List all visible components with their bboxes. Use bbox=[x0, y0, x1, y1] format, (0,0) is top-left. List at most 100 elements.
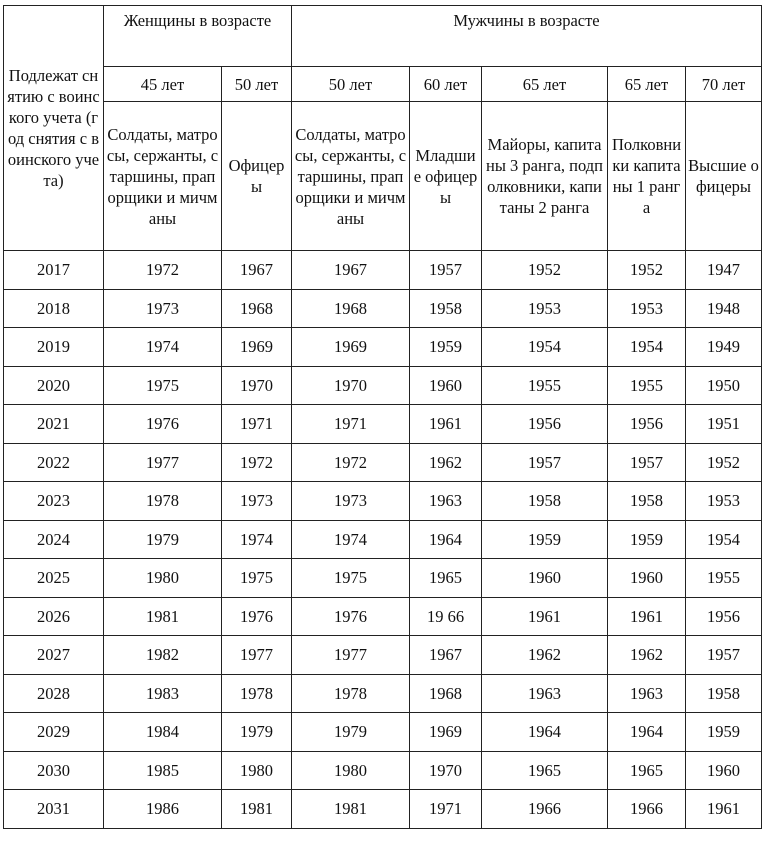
birth-year-cell: 1969 bbox=[221, 327, 292, 367]
year-cell: 2031 bbox=[3, 789, 104, 829]
year-cell: 2022 bbox=[3, 442, 104, 482]
birth-year-cell: 1963 bbox=[409, 481, 482, 521]
category-header: Полковники капитаны 1 ранга bbox=[607, 101, 686, 251]
table-row: 2022 1977 1972 1972 1962 1957 1957 1952 bbox=[3, 442, 762, 482]
birth-year-cell: 1959 bbox=[481, 519, 608, 559]
men-group-header: Мужчины в возрасте bbox=[291, 5, 762, 67]
birth-year-cell: 1958 bbox=[685, 673, 762, 713]
year-cell: 2019 bbox=[3, 327, 104, 367]
birth-year-cell: 1955 bbox=[481, 365, 608, 405]
birth-year-cell: 1964 bbox=[481, 712, 608, 752]
birth-year-cell: 1961 bbox=[481, 596, 608, 636]
birth-year-cell: 1958 bbox=[481, 481, 608, 521]
birth-year-cell: 1959 bbox=[607, 519, 686, 559]
birth-year-cell: 1975 bbox=[221, 558, 292, 598]
birth-year-cell: 1974 bbox=[221, 519, 292, 559]
birth-year-cell: 1958 bbox=[607, 481, 686, 521]
table-row: 2031 1986 1981 1981 1971 1966 1966 1961 bbox=[3, 789, 762, 829]
birth-year-cell: 1954 bbox=[685, 519, 762, 559]
birth-year-cell: 1972 bbox=[103, 250, 222, 290]
birth-year-cell: 1960 bbox=[481, 558, 608, 598]
category-header: Офицеры bbox=[221, 101, 292, 251]
birth-year-cell: 1959 bbox=[685, 712, 762, 752]
birth-year-cell: 1975 bbox=[291, 558, 410, 598]
birth-year-cell: 1980 bbox=[103, 558, 222, 598]
birth-year-cell: 1976 bbox=[291, 596, 410, 636]
birth-year-cell: 1979 bbox=[221, 712, 292, 752]
birth-year-cell: 1965 bbox=[409, 558, 482, 598]
birth-year-cell: 1963 bbox=[481, 673, 608, 713]
birth-year-cell: 1970 bbox=[291, 365, 410, 405]
birth-year-cell: 1971 bbox=[291, 404, 410, 444]
birth-year-cell: 1949 bbox=[685, 327, 762, 367]
birth-year-cell: 1948 bbox=[685, 288, 762, 328]
year-cell: 2020 bbox=[3, 365, 104, 405]
birth-year-cell: 1962 bbox=[607, 635, 686, 675]
age-header: 65 лет bbox=[607, 66, 686, 102]
birth-year-cell: 1966 bbox=[607, 789, 686, 829]
table-row: 2026 1981 1976 1976 19 66 1961 1961 1956 bbox=[3, 596, 762, 636]
birth-year-cell: 1960 bbox=[685, 750, 762, 790]
birth-year-cell: 1967 bbox=[291, 250, 410, 290]
table-header: Подлежат снятию с воинского учета (год с… bbox=[3, 5, 762, 251]
age-header: 50 лет bbox=[221, 66, 292, 102]
birth-year-cell: 1955 bbox=[685, 558, 762, 598]
birth-year-cell: 1986 bbox=[103, 789, 222, 829]
birth-year-cell: 1967 bbox=[221, 250, 292, 290]
birth-year-cell: 1973 bbox=[221, 481, 292, 521]
year-cell: 2021 bbox=[3, 404, 104, 444]
birth-year-cell: 1950 bbox=[685, 365, 762, 405]
birth-year-cell: 1962 bbox=[481, 635, 608, 675]
year-cell: 2025 bbox=[3, 558, 104, 598]
birth-year-cell: 1979 bbox=[291, 712, 410, 752]
birth-year-cell: 1984 bbox=[103, 712, 222, 752]
birth-year-cell: 1970 bbox=[221, 365, 292, 405]
birth-year-cell: 1961 bbox=[685, 789, 762, 829]
birth-year-cell: 1954 bbox=[607, 327, 686, 367]
table-row: 2025 1980 1975 1975 1965 1960 1960 1955 bbox=[3, 558, 762, 598]
birth-year-cell: 1978 bbox=[103, 481, 222, 521]
birth-year-cell: 1951 bbox=[685, 404, 762, 444]
table-row: 2021 1976 1971 1971 1961 1956 1956 1951 bbox=[3, 404, 762, 444]
birth-year-cell: 1976 bbox=[221, 596, 292, 636]
deregistration-table: Подлежат снятию с воинского учета (год с… bbox=[3, 5, 762, 829]
birth-year-cell: 1969 bbox=[291, 327, 410, 367]
header-row-categories: Солдаты, матросы, сержанты, старшины, пр… bbox=[4, 101, 762, 251]
birth-year-cell: 1982 bbox=[103, 635, 222, 675]
year-cell: 2023 bbox=[3, 481, 104, 521]
birth-year-cell: 19 66 bbox=[409, 596, 482, 636]
year-cell: 2029 bbox=[3, 712, 104, 752]
category-header: Солдаты, матросы, сержанты, старшины, пр… bbox=[103, 101, 222, 251]
table-row: 2030 1985 1980 1980 1970 1965 1965 1960 bbox=[3, 750, 762, 790]
birth-year-cell: 1980 bbox=[291, 750, 410, 790]
table-row: 2023 1978 1973 1973 1963 1958 1958 1953 bbox=[3, 481, 762, 521]
birth-year-cell: 1971 bbox=[221, 404, 292, 444]
table-row: 2028 1983 1978 1978 1968 1963 1963 1958 bbox=[3, 673, 762, 713]
year-cell: 2028 bbox=[3, 673, 104, 713]
birth-year-cell: 1958 bbox=[409, 288, 482, 328]
birth-year-cell: 1956 bbox=[607, 404, 686, 444]
birth-year-cell: 1955 bbox=[607, 365, 686, 405]
header-row-ages: 45 лет 50 лет 50 лет 60 лет 65 лет 65 ле… bbox=[4, 66, 762, 102]
birth-year-cell: 1965 bbox=[607, 750, 686, 790]
birth-year-cell: 1957 bbox=[607, 442, 686, 482]
birth-year-cell: 1953 bbox=[481, 288, 608, 328]
age-header: 50 лет bbox=[291, 66, 410, 102]
birth-year-cell: 1973 bbox=[103, 288, 222, 328]
birth-year-cell: 1966 bbox=[481, 789, 608, 829]
birth-year-cell: 1960 bbox=[409, 365, 482, 405]
birth-year-cell: 1981 bbox=[103, 596, 222, 636]
birth-year-cell: 1968 bbox=[409, 673, 482, 713]
birth-year-cell: 1957 bbox=[685, 635, 762, 675]
category-header: Младшие офицеры bbox=[409, 101, 482, 251]
birth-year-cell: 1954 bbox=[481, 327, 608, 367]
birth-year-cell: 1961 bbox=[409, 404, 482, 444]
birth-year-cell: 1952 bbox=[481, 250, 608, 290]
birth-year-cell: 1973 bbox=[291, 481, 410, 521]
birth-year-cell: 1976 bbox=[103, 404, 222, 444]
birth-year-cell: 1979 bbox=[103, 519, 222, 559]
birth-year-cell: 1977 bbox=[221, 635, 292, 675]
birth-year-cell: 1952 bbox=[685, 442, 762, 482]
table-row: 2024 1979 1974 1974 1964 1959 1959 1954 bbox=[3, 519, 762, 559]
year-cell: 2026 bbox=[3, 596, 104, 636]
